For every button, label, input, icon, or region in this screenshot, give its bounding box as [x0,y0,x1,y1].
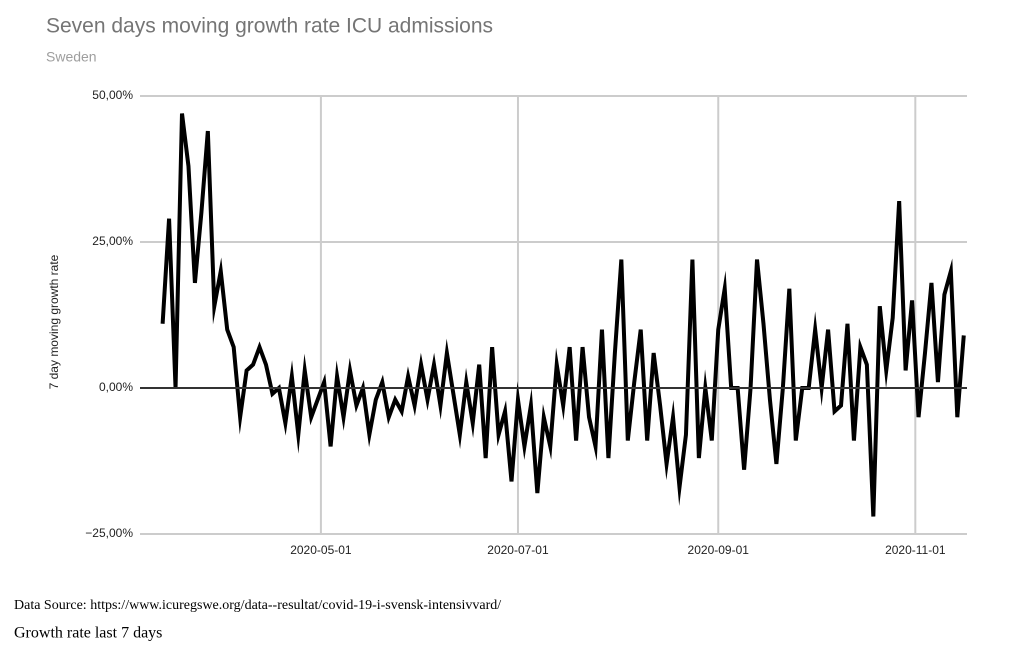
x-tick-label: 2020-07-01 [487,543,549,557]
data-source: Data Source: https://www.icuregswe.org/d… [14,598,501,613]
x-tick-label: 2020-09-01 [688,543,750,557]
y-tick-label: 25,00% [92,234,133,248]
data-line [160,113,966,517]
y-tick-label: 50,00% [92,88,133,102]
x-tick-label: 2020-11-01 [885,543,946,557]
caption: Growth rate last 7 days [14,625,162,642]
y-axis-label: 7 day moving growth rate [47,254,61,389]
y-tick-label: 0,00% [99,380,133,394]
chart-title: Seven days moving growth rate ICU admiss… [46,15,493,38]
y-tick-label: −25,00% [85,526,133,540]
x-tick-label: 2020-05-01 [290,543,352,557]
chart-subtitle: Sweden [46,49,97,65]
